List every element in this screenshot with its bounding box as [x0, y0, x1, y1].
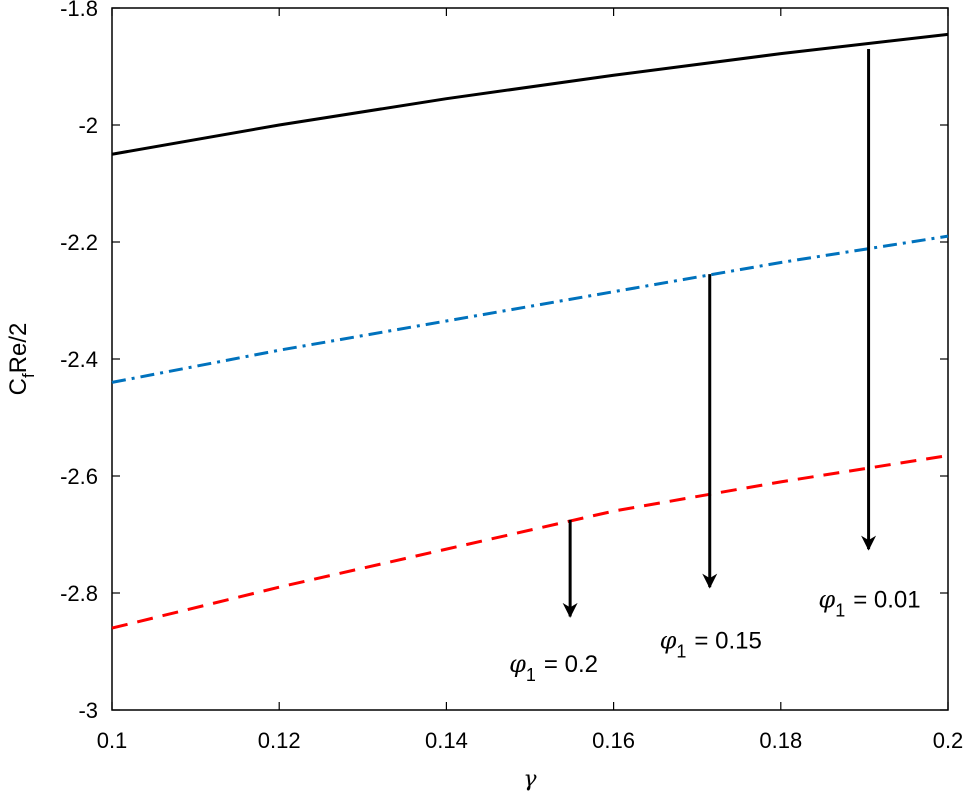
- series-line-1: [111, 32, 949, 156]
- x-tick-label: 0.18: [759, 728, 802, 753]
- y-axis-title-main: C: [5, 378, 32, 395]
- series-line-2: [111, 234, 949, 384]
- annotation-label-1: φ1 = 0.2: [509, 650, 598, 685]
- y-tick-label: -2.2: [60, 230, 98, 255]
- annotation-subscript: 1: [835, 601, 845, 621]
- x-tick-label: 0.16: [592, 728, 635, 753]
- axes: 0.1 0.12 0.14 0.16 0.18 0.2 -3 -2.8 -2.6 -2.4 -2.2…: [5, 0, 963, 792]
- annotation-symbol: φ: [818, 586, 835, 614]
- y-axis-title: CfRe/2: [5, 323, 38, 396]
- x-axis-title: γ: [523, 767, 537, 792]
- x-tick-label: 0.2: [933, 728, 964, 753]
- annotation-value: = 0.15: [694, 628, 761, 655]
- y-tick-label: -2.4: [60, 347, 98, 372]
- series-line-3: [111, 454, 949, 630]
- y-tick-label: -2.6: [60, 464, 98, 489]
- annotation-value: = 0.2: [544, 651, 598, 678]
- annotation-label-3: φ1 = 0.01: [818, 586, 920, 621]
- annotation-label-2: φ1 = 0.15: [660, 627, 762, 662]
- series-group: [111, 32, 949, 630]
- y-axis-title-rest: Re/2: [5, 323, 32, 374]
- x-tick-label: 0.12: [258, 728, 301, 753]
- annotation-value: = 0.01: [853, 587, 920, 614]
- x-tick-label: 0.14: [425, 728, 468, 753]
- y-tick-label: -2.8: [60, 581, 98, 606]
- y-axis-title-sub: f: [19, 373, 38, 378]
- y-tick-label: -3: [78, 698, 98, 723]
- annotation-subscript: 1: [676, 642, 686, 662]
- y-tick-label: -2: [78, 113, 98, 138]
- annotation-symbol: φ: [509, 650, 526, 678]
- annotation-subscript: 1: [526, 665, 536, 685]
- y-tick-label: -1.8: [60, 0, 98, 21]
- x-tick-label: 0.1: [97, 728, 128, 753]
- annotation-symbol: φ: [660, 627, 677, 655]
